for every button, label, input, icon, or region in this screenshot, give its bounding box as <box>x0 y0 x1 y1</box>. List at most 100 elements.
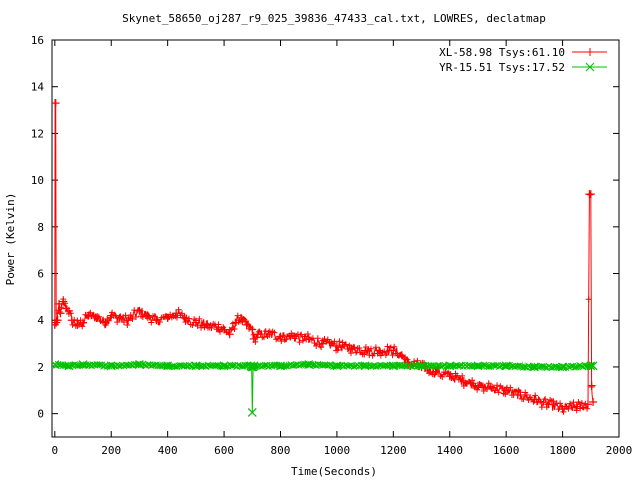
data-point <box>445 361 455 371</box>
data-point <box>56 308 63 315</box>
y-tick-label: 10 <box>31 174 44 187</box>
data-point <box>362 344 369 351</box>
data-point <box>163 361 173 371</box>
data-point <box>244 320 251 327</box>
data-point <box>114 319 121 326</box>
data-point <box>499 385 506 392</box>
data-point <box>106 361 116 371</box>
y-tick-label: 6 <box>37 268 44 281</box>
data-point <box>502 363 510 370</box>
legend-marker <box>585 62 595 72</box>
data-point <box>247 408 257 417</box>
data-point <box>586 190 595 199</box>
data-point <box>225 330 234 339</box>
data-point <box>152 316 161 325</box>
data-point <box>265 330 274 339</box>
legend: XL-58.98 Tsys:61.10 YR-15.51 Tsys:17.52 <box>439 46 607 74</box>
data-point <box>584 405 591 412</box>
data-point <box>59 297 68 306</box>
data-point <box>403 358 412 367</box>
data-point <box>540 399 547 406</box>
data-point <box>107 311 116 320</box>
data-point <box>350 363 358 370</box>
x-tick-label: 2000 <box>606 444 633 457</box>
data-point <box>450 375 457 382</box>
data-point <box>261 334 268 341</box>
data-point <box>431 367 440 376</box>
data-point <box>520 396 527 403</box>
data-point <box>567 400 574 407</box>
data-point <box>185 361 193 369</box>
data-point <box>127 311 134 318</box>
data-point <box>347 344 356 353</box>
data-point <box>163 313 172 322</box>
data-point <box>334 346 341 353</box>
data-point <box>587 191 594 198</box>
data-point <box>191 318 200 327</box>
data-point <box>115 313 124 322</box>
y-tick-label: 14 <box>31 81 45 94</box>
data-point <box>572 363 580 371</box>
data-point <box>588 361 598 371</box>
data-point <box>290 332 299 341</box>
data-point <box>219 361 229 371</box>
data-point <box>495 389 502 396</box>
data-point <box>148 319 155 326</box>
data-point <box>313 343 320 350</box>
data-point <box>278 338 285 345</box>
data-point <box>203 320 212 329</box>
data-point <box>372 344 379 351</box>
data-point <box>304 360 314 370</box>
data-point <box>356 344 363 351</box>
data-point <box>276 332 285 341</box>
y-tick-label: 8 <box>37 221 44 234</box>
x-tick-label: 400 <box>158 444 178 457</box>
data-point <box>311 340 318 347</box>
data-point <box>237 313 245 322</box>
data-point <box>228 326 235 333</box>
series-layer <box>52 99 598 417</box>
data-point <box>326 361 334 369</box>
data-point <box>587 381 596 390</box>
x-tick-label: 0 <box>52 444 59 457</box>
data-point <box>473 381 482 390</box>
data-point <box>589 397 598 406</box>
data-point <box>480 387 487 394</box>
data-point <box>249 334 258 343</box>
data-point <box>532 392 539 399</box>
data-point <box>214 323 223 332</box>
data-point <box>367 345 374 352</box>
data-point <box>109 309 116 316</box>
data-point <box>384 343 391 350</box>
data-point <box>124 316 133 325</box>
data-point <box>79 318 88 327</box>
data-point <box>558 404 567 413</box>
x-tick-label: 1600 <box>493 444 520 457</box>
data-point <box>572 402 581 411</box>
data-point <box>494 382 501 389</box>
data-point <box>304 334 313 343</box>
data-point <box>516 390 525 399</box>
data-point <box>336 338 343 345</box>
data-point <box>560 408 567 415</box>
data-point <box>52 360 60 370</box>
data-point <box>122 312 129 319</box>
data-point <box>78 360 88 370</box>
data-point <box>480 361 488 369</box>
data-point <box>389 346 398 355</box>
data-point <box>258 363 266 370</box>
data-point <box>304 330 311 337</box>
data-point <box>73 320 82 329</box>
data-point <box>391 343 398 350</box>
data-point <box>55 299 64 308</box>
data-point <box>542 364 549 371</box>
data-point <box>338 344 345 351</box>
data-point <box>339 339 346 346</box>
data-point <box>550 398 557 405</box>
data-point <box>389 352 396 359</box>
data-point <box>557 400 564 407</box>
data-point <box>172 309 181 318</box>
plot-frame <box>51 39 620 438</box>
data-point <box>542 396 549 403</box>
